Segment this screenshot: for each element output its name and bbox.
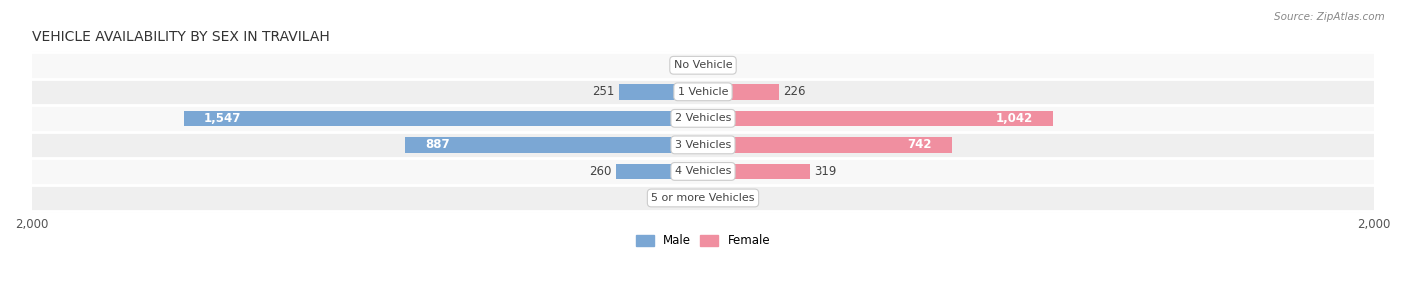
Text: 1,042: 1,042 (995, 112, 1032, 125)
Legend: Male, Female: Male, Female (631, 230, 775, 252)
Bar (32, 185, 1374, 211)
Bar (32, 79, 1374, 105)
Bar (703, 137, 952, 153)
Bar (616, 164, 703, 179)
Text: 27: 27 (675, 59, 690, 72)
Bar (683, 190, 703, 206)
Text: 3 Vehicles: 3 Vehicles (675, 140, 731, 150)
Bar (703, 58, 710, 73)
Bar (703, 164, 810, 179)
Text: 251: 251 (592, 85, 614, 98)
Text: Source: ZipAtlas.com: Source: ZipAtlas.com (1274, 12, 1385, 22)
Bar (695, 58, 703, 73)
Bar (184, 111, 703, 126)
Text: 4 Vehicles: 4 Vehicles (675, 166, 731, 177)
Text: No Vehicle: No Vehicle (673, 60, 733, 70)
Bar (619, 84, 703, 99)
Bar (32, 158, 1374, 185)
Bar (703, 84, 779, 99)
Text: 319: 319 (814, 165, 837, 178)
Bar (32, 52, 1374, 79)
Text: 45: 45 (723, 192, 737, 204)
Text: 21: 21 (714, 59, 730, 72)
Bar (405, 137, 703, 153)
Text: 1,547: 1,547 (204, 112, 242, 125)
Text: VEHICLE AVAILABILITY BY SEX IN TRAVILAH: VEHICLE AVAILABILITY BY SEX IN TRAVILAH (32, 30, 329, 44)
Text: 887: 887 (426, 138, 450, 151)
Text: 5 or more Vehicles: 5 or more Vehicles (651, 193, 755, 203)
Text: 226: 226 (783, 85, 806, 98)
Text: 2 Vehicles: 2 Vehicles (675, 113, 731, 123)
Bar (32, 105, 1374, 132)
Text: 742: 742 (907, 138, 932, 151)
Bar (32, 132, 1374, 158)
Bar (703, 111, 1053, 126)
Bar (703, 190, 718, 206)
Text: 1 Vehicle: 1 Vehicle (678, 87, 728, 97)
Text: 60: 60 (664, 192, 679, 204)
Text: 260: 260 (589, 165, 612, 178)
